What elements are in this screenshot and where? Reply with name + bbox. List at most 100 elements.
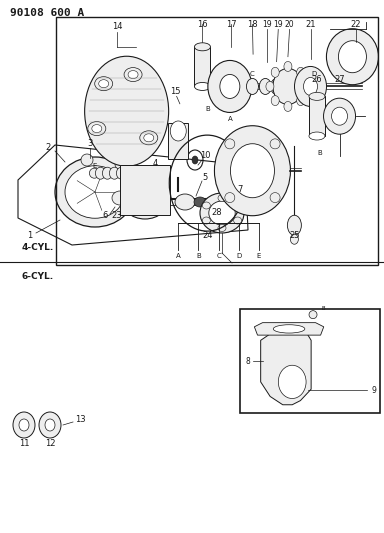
Ellipse shape — [302, 82, 310, 92]
Text: 3: 3 — [87, 140, 93, 149]
Bar — [56, 17, 378, 265]
Ellipse shape — [218, 224, 226, 231]
Text: E: E — [257, 253, 261, 259]
Polygon shape — [254, 322, 324, 335]
Ellipse shape — [287, 215, 301, 235]
Text: D: D — [236, 253, 242, 259]
Text: 6-CYL.: 6-CYL. — [22, 272, 54, 281]
Bar — [240, 309, 380, 413]
Text: 10: 10 — [200, 151, 210, 160]
Text: 25: 25 — [289, 231, 300, 240]
Ellipse shape — [284, 61, 292, 71]
Text: 17: 17 — [226, 20, 237, 29]
Ellipse shape — [194, 83, 210, 91]
Ellipse shape — [103, 167, 113, 179]
Ellipse shape — [233, 217, 242, 224]
Text: 28: 28 — [212, 208, 222, 217]
Text: C: C — [216, 253, 221, 259]
Text: 15: 15 — [170, 87, 180, 96]
Ellipse shape — [112, 191, 128, 205]
Text: C: C — [250, 71, 255, 77]
Ellipse shape — [202, 202, 210, 209]
Ellipse shape — [95, 167, 105, 179]
Ellipse shape — [84, 56, 169, 166]
Bar — [168, 123, 188, 159]
Ellipse shape — [303, 77, 318, 95]
Ellipse shape — [192, 156, 198, 164]
Text: 8: 8 — [245, 357, 250, 366]
Ellipse shape — [209, 201, 235, 225]
Ellipse shape — [266, 82, 274, 92]
Ellipse shape — [295, 67, 326, 107]
Text: E: E — [92, 163, 96, 169]
Ellipse shape — [225, 139, 235, 149]
Ellipse shape — [309, 132, 325, 140]
Text: 12: 12 — [45, 439, 55, 448]
Ellipse shape — [109, 167, 119, 179]
Text: 4-CYL.: 4-CYL. — [22, 243, 54, 252]
Ellipse shape — [271, 78, 283, 94]
Ellipse shape — [338, 41, 366, 72]
Ellipse shape — [81, 154, 93, 166]
Text: 14: 14 — [112, 22, 122, 31]
Ellipse shape — [331, 107, 348, 125]
Ellipse shape — [247, 78, 258, 94]
Ellipse shape — [13, 412, 35, 438]
Text: 1: 1 — [27, 230, 33, 239]
Text: 2: 2 — [45, 143, 51, 152]
Ellipse shape — [284, 101, 292, 111]
Bar — [309, 96, 325, 136]
Ellipse shape — [170, 121, 186, 141]
Ellipse shape — [45, 419, 55, 431]
Ellipse shape — [309, 311, 317, 319]
Ellipse shape — [116, 167, 126, 179]
Ellipse shape — [208, 60, 252, 112]
Text: 13: 13 — [74, 416, 85, 424]
Ellipse shape — [202, 217, 210, 224]
Text: B: B — [196, 253, 201, 259]
Ellipse shape — [131, 185, 159, 209]
Ellipse shape — [120, 175, 170, 219]
Text: 11: 11 — [19, 439, 29, 448]
Text: 24: 24 — [202, 231, 212, 240]
Ellipse shape — [19, 419, 29, 431]
Ellipse shape — [297, 67, 305, 77]
Ellipse shape — [175, 194, 195, 210]
Text: 90108 600 A: 90108 600 A — [10, 8, 84, 18]
Ellipse shape — [270, 139, 280, 149]
Bar — [194, 47, 210, 86]
Text: 23: 23 — [112, 211, 122, 220]
Ellipse shape — [162, 194, 167, 200]
Ellipse shape — [142, 179, 148, 184]
Text: 6: 6 — [102, 211, 108, 220]
Ellipse shape — [124, 68, 142, 82]
Ellipse shape — [115, 157, 131, 171]
Ellipse shape — [259, 78, 271, 94]
Ellipse shape — [218, 195, 226, 201]
Ellipse shape — [142, 209, 148, 215]
Text: 22: 22 — [351, 20, 361, 29]
Text: B: B — [318, 150, 323, 156]
Ellipse shape — [99, 80, 109, 88]
Bar — [120, 165, 170, 215]
Ellipse shape — [55, 157, 135, 227]
Ellipse shape — [144, 134, 154, 142]
Ellipse shape — [271, 67, 279, 77]
Ellipse shape — [140, 131, 158, 145]
Text: 27: 27 — [334, 75, 345, 84]
Text: 18: 18 — [247, 20, 258, 29]
Ellipse shape — [225, 192, 235, 203]
Ellipse shape — [220, 75, 240, 99]
Polygon shape — [261, 333, 311, 405]
Ellipse shape — [214, 126, 290, 216]
Ellipse shape — [278, 365, 306, 399]
Text: 19: 19 — [262, 20, 272, 29]
Ellipse shape — [270, 192, 280, 203]
Ellipse shape — [194, 43, 210, 51]
Ellipse shape — [230, 144, 275, 198]
Ellipse shape — [65, 166, 125, 218]
Text: 9: 9 — [371, 386, 376, 395]
Ellipse shape — [309, 92, 325, 100]
Text: 4: 4 — [152, 158, 157, 167]
Text: D: D — [311, 71, 316, 77]
